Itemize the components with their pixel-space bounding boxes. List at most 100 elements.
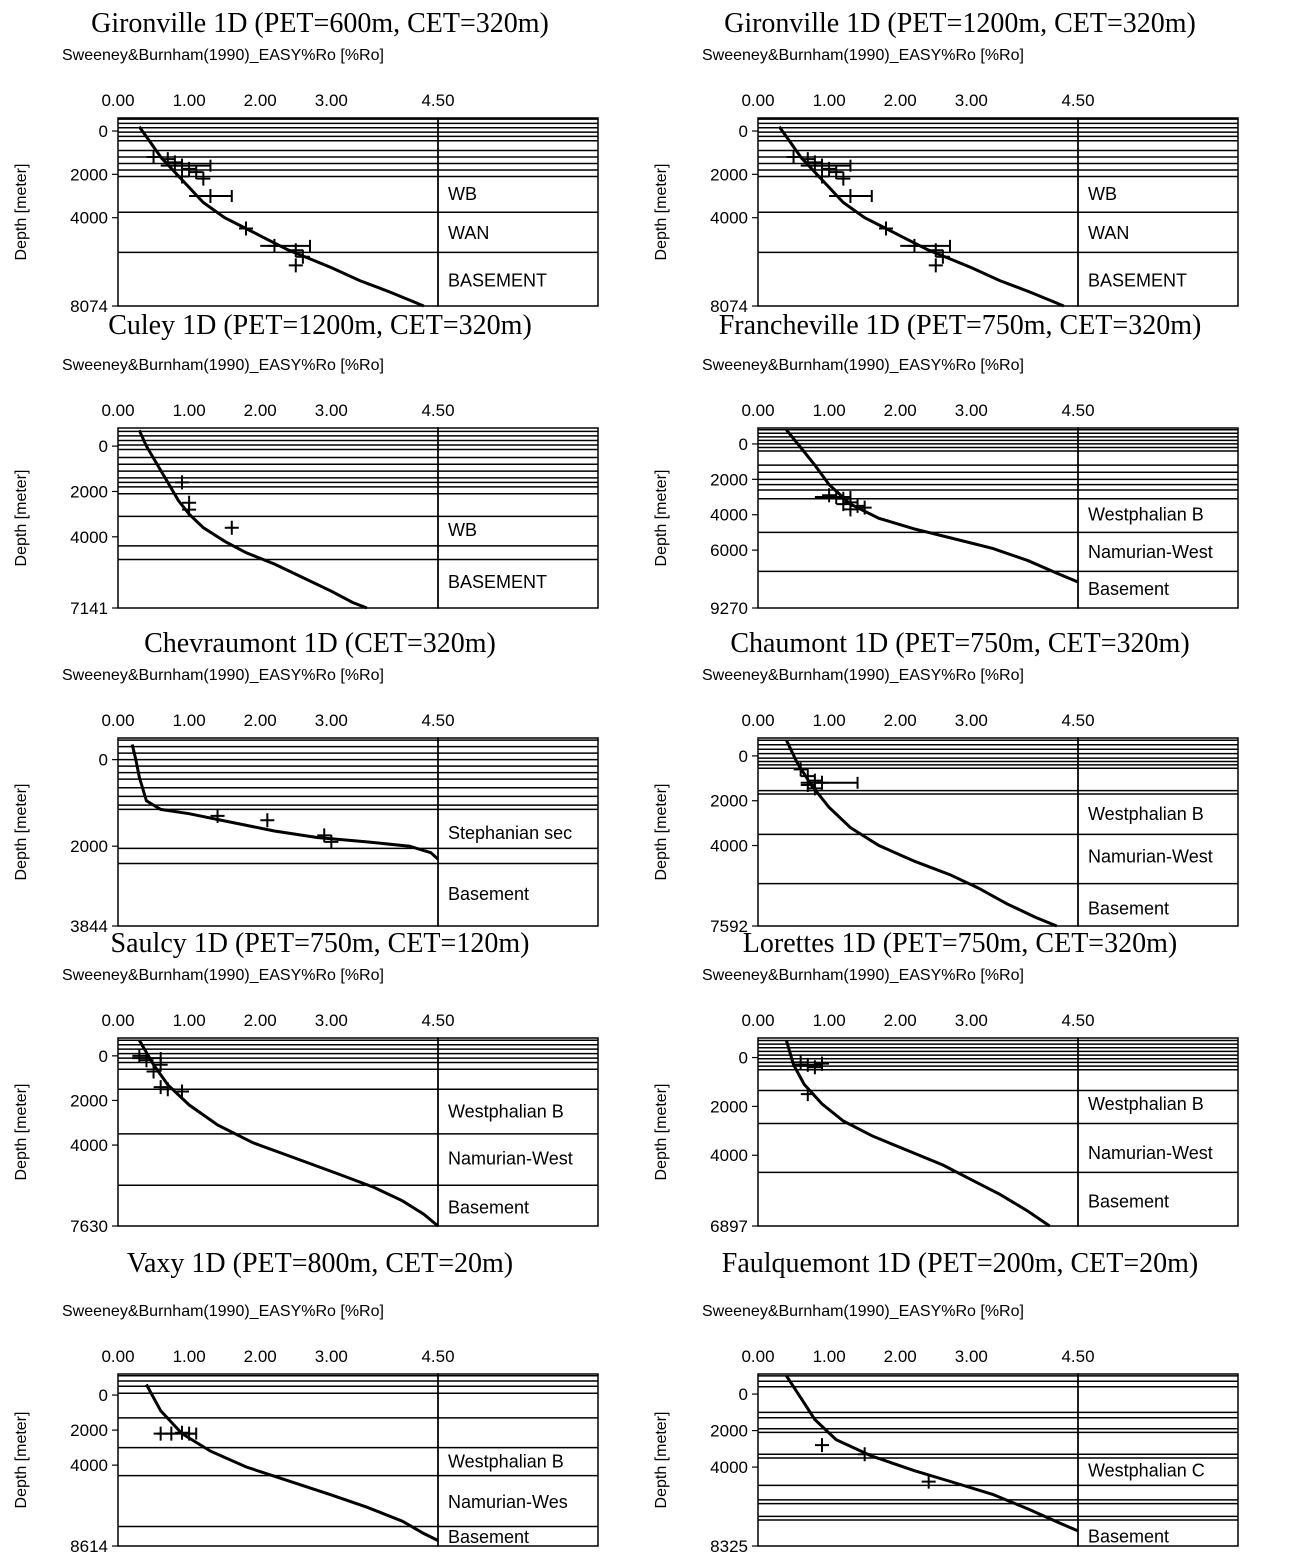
measurement-marker	[153, 1057, 168, 1072]
x-tick-label: 4.50	[1061, 1011, 1094, 1030]
y-tick-label: 4000	[710, 837, 748, 856]
axis-title-y: Depth [meter]	[653, 1412, 670, 1509]
axis-title-y: Depth [meter]	[13, 1084, 30, 1181]
measurement-marker	[146, 1064, 161, 1079]
measurement-marker	[907, 238, 922, 253]
formation-label: BASEMENT	[1088, 271, 1187, 291]
x-tick-label: 3.00	[315, 1011, 348, 1030]
formation-label: Namurian-Wes	[448, 1492, 568, 1512]
chart-panel-1: Gironville 1D (PET=1200m, CET=320m) Swee…	[640, 8, 1280, 318]
measurement-marker	[182, 1426, 197, 1441]
y-tick-label: 8074	[710, 297, 748, 316]
y-tick-label: 0	[99, 437, 108, 456]
axis-title-x: Sweeney&Burnham(1990)_EASY%Ro [%Ro]	[62, 667, 384, 684]
x-tick-label: 0.00	[741, 401, 774, 420]
measurement-marker	[139, 1053, 154, 1068]
axis-title-x: Sweeney&Burnham(1990)_EASY%Ro [%Ro]	[62, 47, 384, 64]
measurement-marker	[288, 258, 303, 273]
x-tick-label: 0.00	[741, 1011, 774, 1030]
measurement-marker	[928, 243, 943, 258]
y-tick-label: 0	[739, 1049, 748, 1068]
measurement-marker	[836, 171, 851, 186]
measurement-marker	[815, 1438, 829, 1453]
x-tick-label: 1.00	[173, 1011, 206, 1030]
x-tick-label: 1.00	[813, 711, 846, 730]
y-tick-label: 0	[99, 1047, 108, 1066]
measurement-marker	[175, 169, 189, 184]
chart-panel-6: Saulcy 1D (PET=750m, CET=120m) Sweeney&B…	[0, 928, 640, 1238]
model-curve	[130, 744, 440, 861]
x-tick-label: 2.00	[884, 1347, 917, 1366]
chart-title: Francheville 1D (PET=750m, CET=320m)	[718, 310, 1202, 341]
y-tick-label: 6897	[710, 1217, 748, 1236]
axis-title-y: Depth [meter]	[653, 470, 670, 567]
y-tick-label: 2000	[710, 165, 748, 184]
plot-frame	[117, 427, 439, 609]
chart-svg: Sweeney&Burnham(1990)_EASY%Ro [%Ro] 0.00 1…	[653, 667, 1239, 936]
y-tick-label: 4000	[710, 209, 748, 228]
y-tick-label: 7141	[70, 599, 108, 618]
measurement-marker	[160, 1082, 175, 1097]
y-tick-label: 0	[739, 122, 748, 141]
y-tick-label: 3844	[70, 917, 108, 936]
chart-title: Chevraumont 1D (CET=320m)	[144, 628, 496, 659]
axis-title-y: Depth [meter]	[653, 784, 670, 881]
x-tick-label: 2.00	[884, 711, 917, 730]
formation-label: Basement	[1088, 898, 1169, 918]
x-tick-label: 1.00	[813, 401, 846, 420]
chart-panel-2: Culey 1D (PET=1200m, CET=320m) Sweeney&B…	[0, 310, 640, 620]
chart-panel-8: Vaxy 1D (PET=800m, CET=20m) Sweeney&Burn…	[0, 1248, 640, 1558]
x-tick-label: 1.00	[173, 1347, 206, 1366]
x-tick-label: 1.00	[813, 1011, 846, 1030]
measurement-marker	[815, 1056, 829, 1071]
measurement-marker	[167, 155, 182, 170]
formation-label: WB	[1088, 184, 1117, 204]
formation-label: Stephanian sec	[448, 823, 572, 843]
formation-label: Namurian-West	[1088, 847, 1213, 867]
x-tick-label: 2.00	[884, 401, 917, 420]
measurement-marker	[210, 808, 225, 823]
chart-title: Vaxy 1D (PET=800m, CET=20m)	[126, 1248, 514, 1279]
measurement-marker	[224, 520, 239, 535]
axis-title-y: Depth [meter]	[13, 1412, 30, 1509]
chart-title: Lorettes 1D (PET=750m, CET=320m)	[742, 928, 1178, 959]
measurement-marker	[175, 1084, 189, 1099]
chart-svg: Sweeney&Burnham(1990)_EASY%Ro [%Ro] 0.00 1…	[653, 357, 1239, 618]
x-tick-label: 2.00	[244, 1011, 277, 1030]
model-curve	[138, 125, 425, 308]
measurement-marker	[921, 1474, 936, 1489]
y-tick-label: 8325	[710, 1537, 748, 1556]
axis-title-y: Depth [meter]	[13, 164, 30, 261]
y-tick-label: 0	[99, 751, 108, 770]
chart-panel-3: Francheville 1D (PET=750m, CET=320m) Swe…	[640, 310, 1280, 620]
y-tick-label: 2000	[70, 837, 108, 856]
chart-panel-4: Chevraumont 1D (CET=320m) Sweeney&Burnha…	[0, 628, 640, 938]
axis-title-y: Depth [meter]	[13, 784, 30, 881]
y-tick-label: 7592	[710, 917, 748, 936]
y-tick-label: 0	[99, 1386, 108, 1405]
formation-label: Basement	[1088, 1192, 1169, 1212]
measurement-marker	[800, 778, 815, 793]
measurement-marker	[815, 169, 829, 184]
y-tick-label: 2000	[710, 1097, 748, 1116]
y-tick-label: 4000	[70, 209, 108, 228]
formation-label: Basement	[448, 884, 529, 904]
x-tick-label: 3.00	[955, 1011, 988, 1030]
measurement-marker	[935, 249, 950, 264]
y-tick-label: 8614	[70, 1537, 108, 1556]
formation-column	[1077, 1037, 1239, 1227]
measurement-marker	[324, 834, 339, 849]
chart-panel-5: Chaumont 1D (PET=750m, CET=320m) Sweeney…	[640, 628, 1280, 938]
measurement-marker	[182, 161, 197, 176]
y-tick-label: 2000	[70, 482, 108, 501]
measurement-marker	[800, 1087, 815, 1102]
formation-label: Westphalian B	[448, 1102, 564, 1122]
formation-label: Basement	[448, 1197, 529, 1217]
measurement-marker	[146, 150, 161, 165]
plot-frame	[117, 1037, 439, 1227]
measurement-marker	[288, 243, 303, 258]
measurement-marker	[189, 165, 204, 180]
x-tick-label: 0.00	[101, 711, 134, 730]
y-tick-label: 7630	[70, 1217, 108, 1236]
x-tick-label: 3.00	[955, 401, 988, 420]
